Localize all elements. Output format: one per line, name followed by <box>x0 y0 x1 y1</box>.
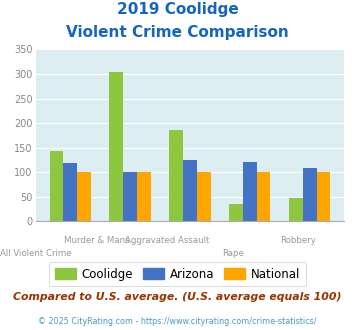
Bar <box>289 198 303 221</box>
Text: Robbery: Robbery <box>280 236 316 245</box>
Text: All Violent Crime: All Violent Crime <box>0 249 71 258</box>
Bar <box>63 163 77 221</box>
Text: © 2025 CityRating.com - https://www.cityrating.com/crime-statistics/: © 2025 CityRating.com - https://www.city… <box>38 317 317 326</box>
Bar <box>169 130 183 221</box>
Bar <box>303 168 317 221</box>
Bar <box>243 162 257 221</box>
Bar <box>123 172 137 221</box>
Text: Murder & Mans...: Murder & Mans... <box>65 236 138 245</box>
Text: 2019 Coolidge: 2019 Coolidge <box>117 2 238 16</box>
Bar <box>109 72 123 221</box>
Bar <box>229 204 243 221</box>
Text: Rape: Rape <box>222 249 244 258</box>
Text: Compared to U.S. average. (U.S. average equals 100): Compared to U.S. average. (U.S. average … <box>13 292 342 302</box>
Bar <box>317 172 330 221</box>
Bar <box>50 151 63 221</box>
Bar <box>257 172 271 221</box>
Legend: Coolidge, Arizona, National: Coolidge, Arizona, National <box>49 262 306 286</box>
Bar <box>77 172 91 221</box>
Bar <box>183 160 197 221</box>
Text: Violent Crime Comparison: Violent Crime Comparison <box>66 25 289 40</box>
Bar <box>137 172 151 221</box>
Text: Aggravated Assault: Aggravated Assault <box>125 236 209 245</box>
Bar <box>197 172 211 221</box>
